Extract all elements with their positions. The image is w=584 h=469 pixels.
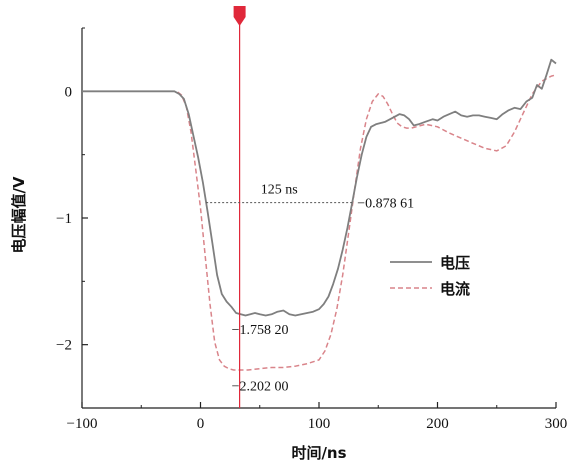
current-min-label: −2.202 00 [232,379,289,394]
voltage-min-label: −1.758 20 [232,323,289,338]
half-voltage-label: −0.878 61 [357,197,414,212]
y-tick-label: −1 [56,211,72,227]
x-tick-label: −100 [67,416,98,432]
legend-label-current: 电流 [440,280,470,298]
series-line-current [82,74,557,371]
series-layer [82,58,557,371]
cursor-marker-icon[interactable] [233,6,246,26]
legend-label-voltage: 电压 [440,254,470,272]
y-axis-title: 电压幅值/V [10,176,28,253]
series-line-voltage [82,58,557,317]
x-tick-label: 0 [197,416,205,432]
x-tick-label: 200 [426,416,449,432]
y-ticks: 0 −1 −2 [56,27,88,409]
x-axis-title: 时间/ns [291,444,346,462]
x-tick-label: 100 [308,416,331,432]
pulse-width-label: 125 ns [261,183,298,198]
annotation-layer: 125 ns −0.878 61 −1.758 20 −2.202 00 [206,6,414,408]
y-tick-label: 0 [65,84,73,100]
x-tick-label: 300 [545,416,568,432]
y-tick-label: −2 [56,338,72,354]
legend: 电压 电流 [390,254,470,298]
x-ticks: −100 0 100 200 300 [67,402,568,432]
